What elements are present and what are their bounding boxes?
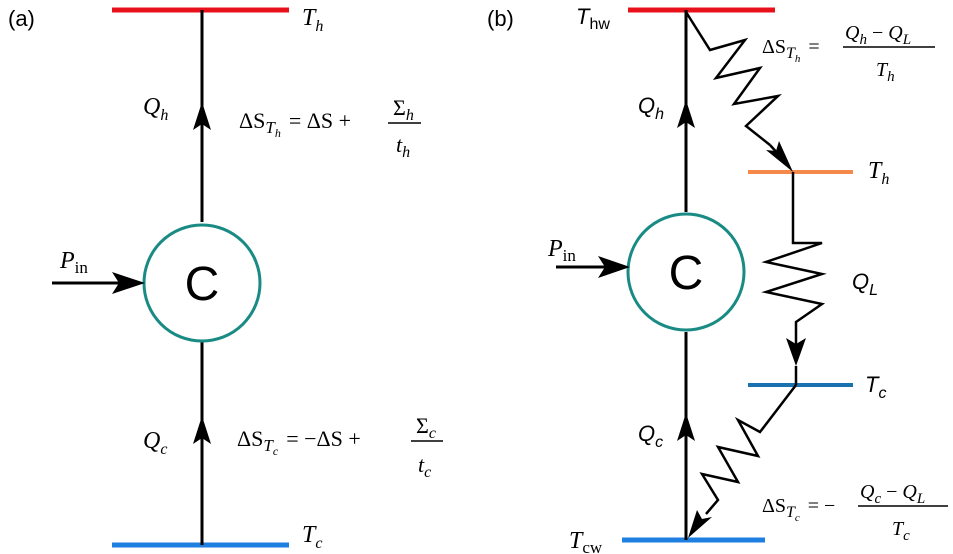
- svg-text:th: th: [396, 132, 410, 161]
- heat-cold-label-b: Qc: [638, 421, 663, 451]
- svg-text:ΔSTc= −ΔS +: ΔSTc = −ΔS +: [237, 426, 361, 458]
- hot-wall-label: Thw: [576, 4, 610, 33]
- power-input-arrowhead-b: [598, 256, 630, 278]
- heat-leak-label: QL: [852, 269, 878, 299]
- device-circle-b: [626, 212, 746, 332]
- hot-heat-arrowhead-b: [677, 100, 695, 128]
- device-label: C: [185, 258, 220, 311]
- resistor-leak-arrowhead: [786, 338, 806, 366]
- entropy-equation-cold-b: ΔSTc= − Qc − QL Tc: [762, 481, 948, 544]
- entropy-equation-hot-b: ΔSTh= Qh − QL Th: [762, 22, 935, 85]
- panel-a-label: (a): [8, 6, 35, 31]
- resistor-hot: [684, 11, 782, 146]
- panel-a: (a) Th Tc C Pin Qh Qc: [8, 5, 443, 552]
- power-input-label: Pin: [59, 248, 88, 277]
- svg-text:Qh−QL: Qh − QL: [845, 22, 911, 48]
- svg-text:ΔSTh= ΔS +: ΔSTh = ΔS +: [239, 108, 351, 140]
- svg-text:tc: tc: [418, 452, 431, 481]
- hot-heat-arrowhead: [193, 102, 211, 130]
- svg-text:ΔSTh=: ΔSTh=: [762, 36, 820, 65]
- hot-bath-label-b: Th: [868, 158, 889, 188]
- cold-wall-label: Tcw: [569, 528, 603, 554]
- hot-bath-label: Th: [302, 5, 323, 35]
- svg-text:Tc: Tc: [892, 518, 910, 544]
- svg-text:ΔSTc= −: ΔSTc= −: [762, 495, 835, 524]
- power-input-arrowhead: [112, 272, 145, 294]
- heat-hot-label-b: Qh: [638, 93, 664, 123]
- power-input-label-b: Pin: [547, 236, 576, 265]
- heat-hot-label: Qh: [143, 94, 168, 124]
- entropy-equation-cold: ΔSTc = −ΔS + Σc tc: [237, 413, 443, 481]
- panel-b-label: (b): [487, 6, 514, 31]
- svg-text:Qc−QL: Qc − QL: [860, 481, 925, 507]
- resistor-cold: [699, 384, 797, 515]
- resistor-hot-arrowhead: [766, 141, 793, 172]
- svg-text:Th: Th: [876, 59, 895, 85]
- resistor-cold-arrowhead: [688, 510, 712, 538]
- svg-text:Σc: Σc: [416, 413, 436, 442]
- cold-bath-label: Tc: [302, 522, 322, 552]
- svg-text:Σh: Σh: [393, 95, 414, 124]
- resistor-leak: [761, 172, 827, 344]
- heat-cold-label: Qc: [143, 428, 167, 458]
- cold-bath-label-b: Tc: [865, 372, 886, 402]
- cold-heat-arrowhead-b: [677, 413, 695, 441]
- cold-heat-arrowhead: [193, 416, 211, 444]
- panel-b: (b) Thw Tcw Th Tc C Pin: [487, 4, 948, 554]
- device-label-b: C: [669, 247, 704, 300]
- entropy-equation-hot: ΔSTh = ΔS + Σh th: [239, 95, 421, 161]
